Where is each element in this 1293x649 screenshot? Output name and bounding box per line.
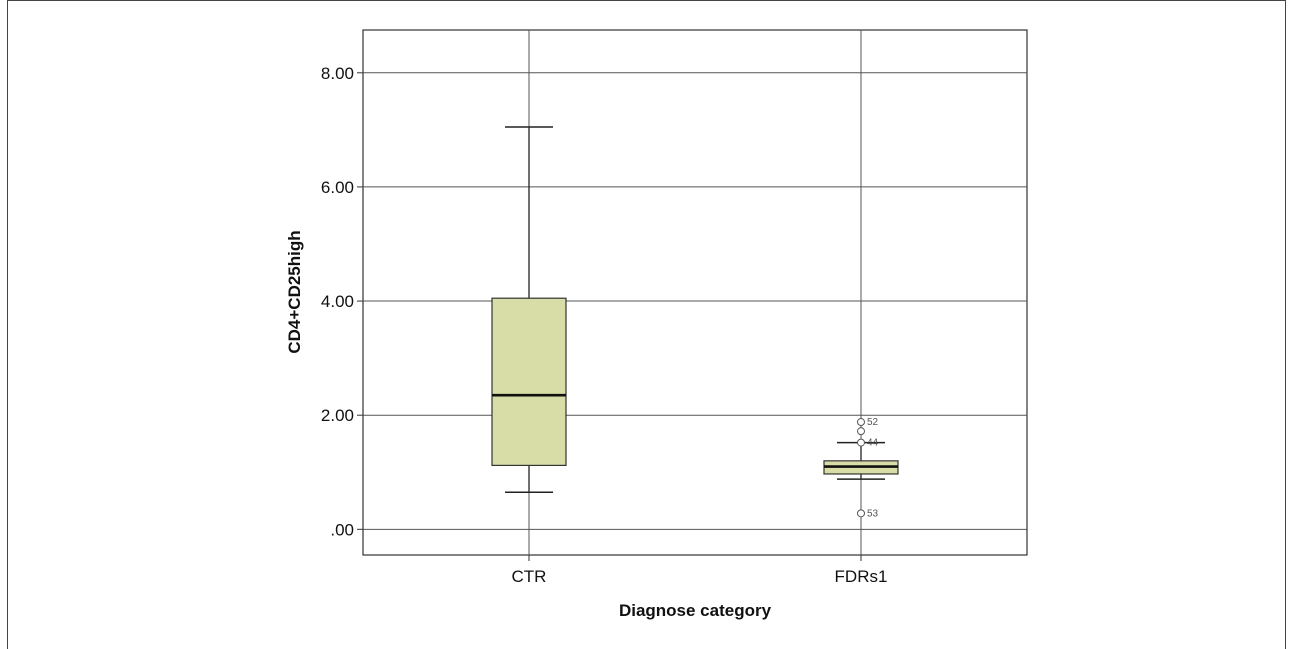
y-tick-label: 8.00 xyxy=(321,64,354,83)
outlier-point xyxy=(857,418,865,427)
box-ctr xyxy=(491,297,567,467)
y-axis-ticks: .00 2.00 4.00 6.00 8.00 xyxy=(321,64,363,539)
y-tick-label: 2.00 xyxy=(321,406,354,425)
grid-lines xyxy=(363,30,1027,555)
y-axis-label: CD4+CD25high xyxy=(285,230,304,353)
x-axis-label: Diagnose category xyxy=(619,601,772,620)
outlier-point xyxy=(857,509,865,518)
x-tick-label: FDRs1 xyxy=(835,567,888,586)
y-tick-label: 6.00 xyxy=(321,178,354,197)
outlier-point xyxy=(857,427,865,436)
plot-area xyxy=(362,29,1028,556)
figure-frame xyxy=(7,0,1286,649)
outlier-label: 52 xyxy=(867,417,879,428)
outlier-label: 44 xyxy=(867,438,879,449)
y-tick-label: .00 xyxy=(330,520,354,539)
outlier-label: 53 xyxy=(867,508,879,519)
x-tick-label: CTR xyxy=(512,567,547,586)
outlier-point xyxy=(857,438,865,447)
box-series: 52 44 53 xyxy=(491,126,899,519)
x-axis-ticks: CTR FDRs1 xyxy=(512,555,888,586)
y-tick-label: 4.00 xyxy=(321,292,354,311)
